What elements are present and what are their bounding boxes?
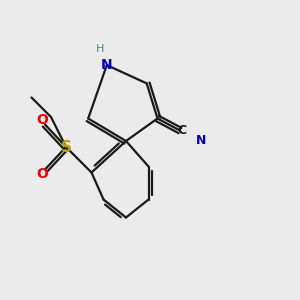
- Text: S: S: [61, 140, 71, 154]
- Text: C: C: [177, 124, 186, 137]
- Text: H: H: [96, 44, 105, 55]
- Text: O: O: [36, 167, 48, 181]
- Text: N: N: [101, 58, 112, 72]
- Text: O: O: [36, 113, 48, 127]
- Text: N: N: [196, 134, 206, 148]
